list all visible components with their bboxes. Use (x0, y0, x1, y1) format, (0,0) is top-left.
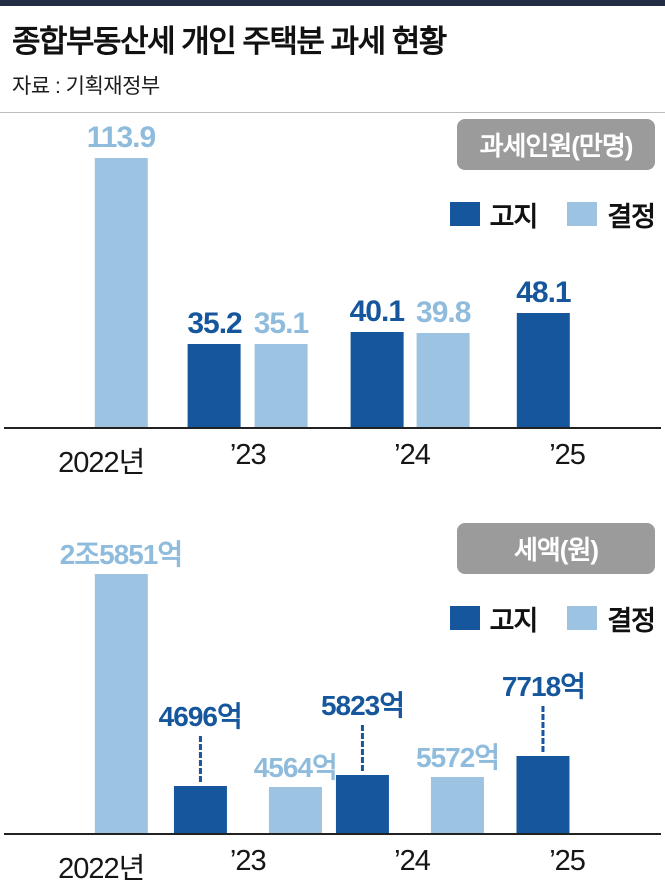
plot-area: 2조5851억 4696억 4564억 5823억 5572억 7718억 (4, 523, 661, 835)
chart-unit-badge: 세액(원) (457, 522, 655, 574)
header: 종합부동산세 개인 주택분 과세 현황 자료 : 기획재정부 (0, 6, 665, 112)
chart-tax-amount: 세액(원) 고지 결정 2조5851억 4696억 4564억 5823억 5572억 7… (4, 522, 661, 885)
bar-notice-cat2 (335, 774, 389, 833)
bar-value-label: 40.1 (349, 294, 405, 328)
bar-value-label: 48.1 (516, 275, 571, 309)
bar-group: 5823억 5572억 (320, 689, 500, 833)
dashed-connector-line (360, 724, 364, 771)
plot-area: 113.9 35.2 35.1 40.1 39.8 48.1 (4, 119, 661, 429)
x-axis-label: ’23 (229, 844, 267, 877)
bar-value-label: 4564억 (253, 751, 338, 783)
bar-with-label: 5823억 (320, 689, 405, 833)
bar-group: 2조5851억 (59, 538, 183, 833)
bar-value-label: 35.1 (253, 306, 309, 340)
x-axis-label: ’23 (229, 438, 267, 471)
legend-notice-label: 고지 (489, 605, 539, 636)
bar-group: 48.1 (516, 275, 572, 427)
x-axis-label: 2022년 (58, 446, 145, 479)
bar-decision-cat2 (416, 332, 470, 427)
bar-with-label: 4696억 (158, 700, 243, 833)
legend: 고지 결정 (449, 195, 656, 234)
legend-item-notice: 고지 (449, 195, 539, 234)
x-axis-label: ’24 (394, 844, 431, 877)
bar-value-label: 4696억 (158, 700, 243, 732)
bar-with-label: 35.1 (253, 306, 309, 427)
x-axis-label: ’25 (549, 844, 586, 877)
bar-with-label: 39.8 (416, 295, 471, 427)
bar-notice-cat1 (173, 785, 227, 833)
x-axis-label: ’24 (394, 438, 431, 471)
notice-swatch-icon (449, 606, 480, 631)
bar-with-label: 2조5851억 (59, 538, 183, 833)
source-label: 자료 : 기획재정부 (12, 74, 160, 98)
notice-swatch-icon (449, 202, 480, 227)
bar-group: 113.9 (86, 120, 156, 427)
x-axis-labels: 2022년 ’23 ’24 ’25 (4, 429, 661, 479)
bar-with-label: 113.9 (86, 120, 156, 427)
bar-notice-cat3 (516, 755, 570, 833)
bar-with-label: 35.2 (187, 306, 243, 427)
bar-notice-cat2 (350, 331, 404, 427)
legend-item-decision: 결정 (567, 195, 656, 234)
bar-group: 35.2 35.1 (187, 306, 309, 427)
bar-group: 40.1 39.8 (349, 294, 471, 427)
bar-decision-cat0 (94, 157, 148, 427)
bar-with-label: 5572억 (416, 741, 500, 833)
bar-decision-cat2 (431, 776, 485, 833)
decision-swatch-icon (567, 202, 598, 227)
dashed-connector-line (541, 705, 545, 752)
legend-notice-label: 고지 (489, 201, 539, 232)
bar-with-label: 7718억 (501, 670, 586, 833)
legend: 고지 결정 (449, 599, 656, 638)
bar-notice-cat1 (188, 343, 242, 427)
bar-with-label: 48.1 (516, 275, 572, 427)
x-axis-labels: 2022년 ’23’24’25 (4, 835, 661, 885)
chart-taxpayer-count: 과세인원(만명) 고지 결정 113.9 35.2 35.1 40.1 39.8 48.1… (4, 118, 661, 479)
bar-group: 7718억 (501, 670, 586, 833)
chart-unit-badge: 과세인원(만명) (457, 118, 655, 170)
decision-swatch-icon (567, 606, 598, 631)
legend-decision-label: 결정 (607, 201, 656, 232)
bar-group: 4696억 4564억 (158, 700, 338, 833)
bar-with-label: 4564억 (253, 751, 338, 833)
bar-value-label: 35.2 (187, 306, 242, 340)
bar-value-label: 2조5851억 (59, 538, 183, 570)
top-accent-rule (0, 0, 665, 6)
bar-value-label: 5823억 (320, 689, 405, 721)
legend-item-notice: 고지 (449, 599, 539, 638)
bar-decision-cat1 (268, 786, 322, 833)
legend-item-decision: 결정 (567, 599, 656, 638)
bar-value-label: 39.8 (416, 295, 471, 329)
dashed-connector-line (198, 735, 202, 782)
bar-value-label: 7718억 (501, 670, 586, 702)
bar-decision-cat1 (254, 343, 308, 427)
bar-decision-cat0 (94, 573, 148, 833)
bar-notice-cat3 (516, 312, 570, 427)
bar-value-label: 113.9 (86, 120, 156, 154)
legend-decision-label: 결정 (607, 605, 656, 636)
bar-with-label: 40.1 (349, 294, 405, 427)
page-title: 종합부동산세 개인 주택분 과세 현황 (12, 24, 447, 59)
bar-value-label: 5572억 (416, 741, 500, 773)
header-divider (0, 111, 665, 113)
x-axis-label: ’25 (549, 438, 586, 471)
